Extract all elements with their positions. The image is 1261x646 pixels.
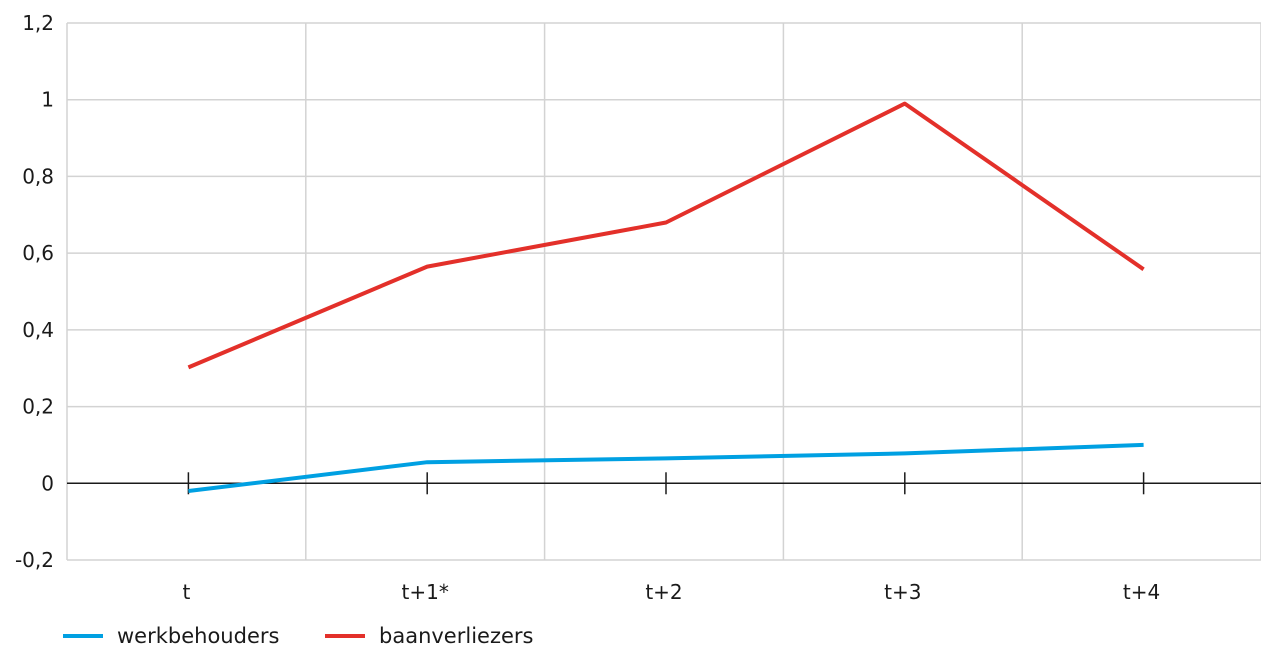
- y-tick-label: -0,2: [15, 548, 54, 572]
- series: [187, 101, 1145, 493]
- grid: [66, 22, 1261, 561]
- y-tick-label: 0,2: [22, 395, 54, 419]
- series-line-werkbehouders: [188, 442, 1144, 493]
- y-tick-label: 0,6: [22, 241, 54, 265]
- series-line-baanverliezers: [187, 101, 1145, 370]
- x-tick-label: t+4: [1123, 580, 1160, 604]
- legend-label: baanverliezers: [379, 624, 533, 646]
- x-tick-labels: t t+1* t+2 t+3 t+4: [182, 580, 1160, 604]
- y-tick-label: 1,2: [22, 11, 54, 35]
- x-tick-label: t+1*: [402, 580, 449, 604]
- legend: werkbehouders baanverliezers: [63, 624, 533, 646]
- y-tick-label: 0,4: [22, 318, 54, 342]
- legend-label: werkbehouders: [117, 624, 279, 646]
- x-tick-label: t: [182, 580, 190, 604]
- x-tick-label: t+2: [645, 580, 682, 604]
- y-tick-label: 1: [41, 88, 54, 112]
- y-tick-labels: -0,2 0 0,2 0,4 0,6 0,8 1 1,2: [15, 11, 54, 572]
- x-tick-label: t+3: [884, 580, 921, 604]
- y-tick-label: 0: [41, 471, 54, 495]
- y-tick-label: 0,8: [22, 164, 54, 188]
